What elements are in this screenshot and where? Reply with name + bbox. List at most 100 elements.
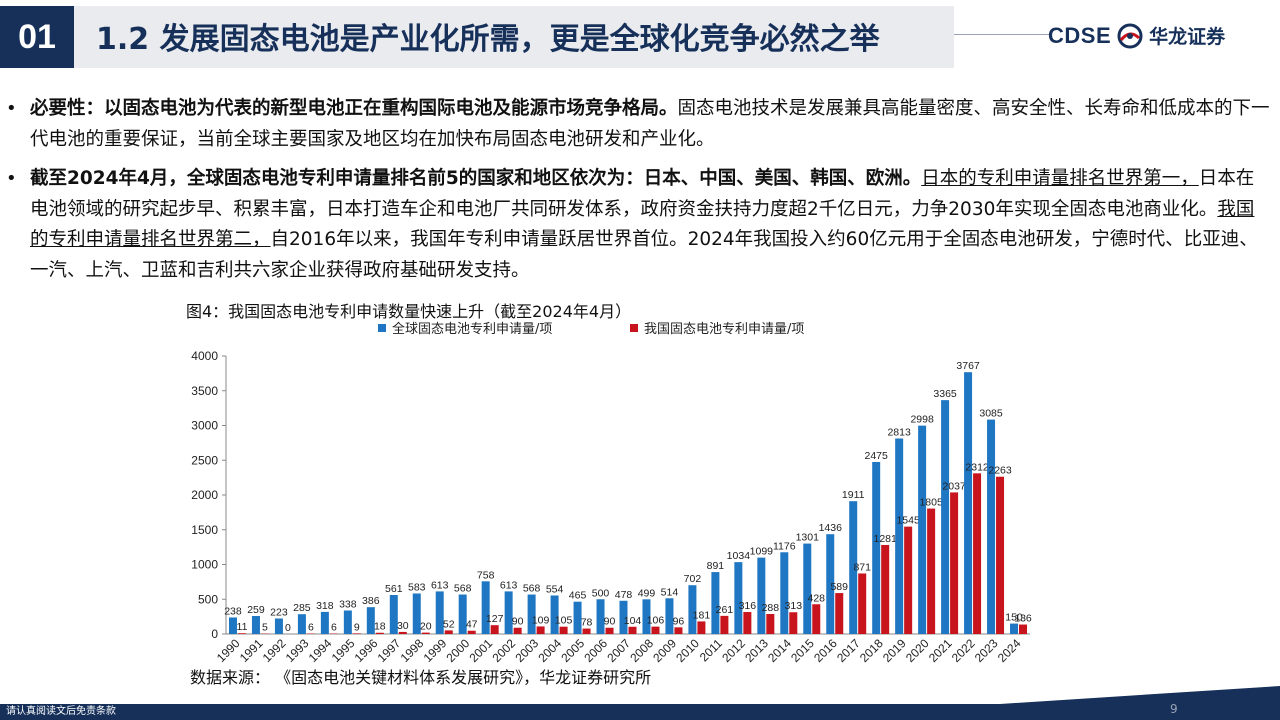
x-tick-label-2003: 2003: [512, 636, 541, 665]
bar-china-1998: [421, 632, 430, 634]
x-tick-label-2010: 2010: [673, 636, 702, 665]
bar-global-2017: [849, 501, 858, 634]
bar-china-2003: [536, 626, 545, 634]
data-label-global-2006: 500: [592, 587, 610, 599]
y-tick-label: 1000: [191, 558, 218, 572]
data-label-global-2008: 499: [638, 587, 656, 599]
y-tick-label: 500: [198, 592, 218, 606]
dragon-logo-icon: [1117, 23, 1143, 48]
title-bar: [74, 6, 954, 68]
bar-china-2000: [467, 630, 476, 634]
bar-global-1992: [274, 618, 283, 634]
data-label-china-1997: 30: [397, 620, 409, 632]
bar-global-2013: [757, 557, 766, 634]
x-tick-label-1994: 1994: [306, 636, 335, 665]
data-label-china-2023: 2263: [988, 465, 1012, 477]
bar-china-2015: [812, 604, 821, 634]
bar-global-1999: [435, 591, 444, 634]
bar-global-1991: [251, 615, 260, 634]
data-label-global-1995: 338: [339, 599, 357, 611]
bar-global-2014: [780, 552, 789, 634]
y-tick-label: 1500: [191, 523, 218, 537]
bar-china-2022: [973, 473, 982, 634]
bar-global-2018: [872, 461, 881, 634]
footer-swoosh: [1000, 686, 1280, 704]
data-label-china-1990: 11: [237, 621, 248, 633]
bar-global-1990: [228, 617, 237, 634]
data-label-global-1996: 386: [362, 595, 380, 607]
data-label-global-2003: 568: [523, 583, 541, 595]
x-tick-label-1993: 1993: [283, 636, 312, 665]
bullet-body-japan: 日本在电池领域的研究起步早、积累丰富，日本打造车企和电池厂共同研发体系，政府资金…: [30, 168, 1255, 220]
bullet-patent-ranking: • 截至2024年4月，全球固态电池专利申请量排名前5的国家和地区依次为：日本、…: [0, 164, 1270, 286]
bar-china-2008: [651, 626, 660, 634]
bullet-marker: •: [6, 98, 17, 119]
bar-global-1993: [297, 614, 306, 634]
data-label-china-1998: 20: [420, 621, 432, 633]
data-label-global-2019: 2813: [887, 426, 911, 438]
bar-global-2003: [527, 594, 536, 634]
page-number: 9: [1170, 702, 1178, 716]
data-label-global-2016: 1436: [819, 522, 843, 534]
bar-global-1996: [366, 607, 375, 634]
bar-global-1998: [412, 593, 421, 634]
data-label-global-2015: 1301: [796, 532, 820, 544]
legend-swatch-1: [630, 324, 638, 332]
x-tick-label-2005: 2005: [558, 636, 587, 665]
x-tick-label-1990: 1990: [214, 636, 243, 665]
page-title: 1.2 发展固态电池是产业化所需，更是全球化竞争必然之举: [96, 22, 880, 57]
footer-bar: [0, 704, 1280, 720]
x-tick-label-2015: 2015: [788, 636, 817, 665]
data-label-china-2005: 78: [581, 617, 593, 629]
bullet-lead: 必要性：以固态电池为代表的新型电池正在重构国际电池及能源市场竞争格局。: [30, 98, 678, 119]
data-label-china-2012: 316: [739, 600, 757, 612]
figure-caption: 图4：我国固态电池专利申请数量快速上升（截至2024年4月）: [186, 302, 632, 321]
x-tick-label-2020: 2020: [903, 636, 932, 665]
x-tick-label-2004: 2004: [535, 636, 564, 665]
bar-global-2016: [826, 534, 835, 634]
x-tick-label-2012: 2012: [719, 636, 748, 665]
bar-china-2006: [605, 627, 614, 634]
bar-global-2011: [711, 572, 720, 634]
x-tick-label-1996: 1996: [352, 636, 381, 665]
bar-global-1994: [320, 611, 329, 634]
data-label-global-2011: 891: [707, 560, 725, 572]
data-label-global-2017: 1911: [842, 489, 865, 501]
bar-china-2021: [950, 492, 959, 634]
data-label-global-2012: 1034: [727, 550, 751, 562]
bar-china-2023: [996, 476, 1005, 634]
data-label-china-1995: 9: [354, 621, 360, 633]
data-label-china-2016: 589: [830, 581, 848, 593]
data-label-global-2024: 150: [1005, 612, 1023, 624]
data-label-china-2003: 109: [532, 614, 550, 626]
x-tick-label-2021: 2021: [926, 636, 955, 665]
data-label-china-2000: 47: [466, 619, 478, 631]
data-label-global-2013: 1099: [750, 546, 774, 558]
data-label-china-1994: 6: [331, 622, 337, 634]
bar-global-2023: [987, 419, 996, 634]
y-tick-label: 4000: [191, 349, 218, 363]
bar-global-2012: [734, 562, 743, 634]
data-label-china-2024: 136: [1014, 613, 1032, 625]
bullet-marker: •: [6, 168, 17, 189]
bar-global-2015: [803, 543, 812, 634]
data-label-china-1993: 6: [308, 622, 314, 634]
disclaimer-note: 请认真阅读文后免责条款: [6, 706, 116, 717]
bar-china-2012: [743, 612, 752, 634]
data-label-china-2006: 90: [604, 616, 616, 628]
data-label-global-1990: 238: [224, 605, 242, 617]
legend-swatch-0: [378, 324, 386, 332]
y-tick-label: 0: [211, 627, 218, 641]
data-label-china-2009: 96: [673, 615, 685, 627]
data-label-china-2007: 104: [624, 615, 642, 627]
bar-china-2014: [789, 612, 798, 634]
bar-global-2022: [964, 372, 973, 634]
data-label-china-1992: 0: [285, 622, 291, 634]
bar-china-2011: [720, 615, 729, 634]
logo-text-cn: 华龙证券: [1149, 26, 1226, 48]
bar-china-2016: [835, 593, 844, 634]
x-tick-label-1991: 1991: [237, 636, 266, 665]
x-tick-label-2024: 2024: [995, 636, 1024, 665]
data-label-china-2019: 1545: [896, 515, 920, 527]
data-label-global-2007: 478: [615, 589, 633, 601]
